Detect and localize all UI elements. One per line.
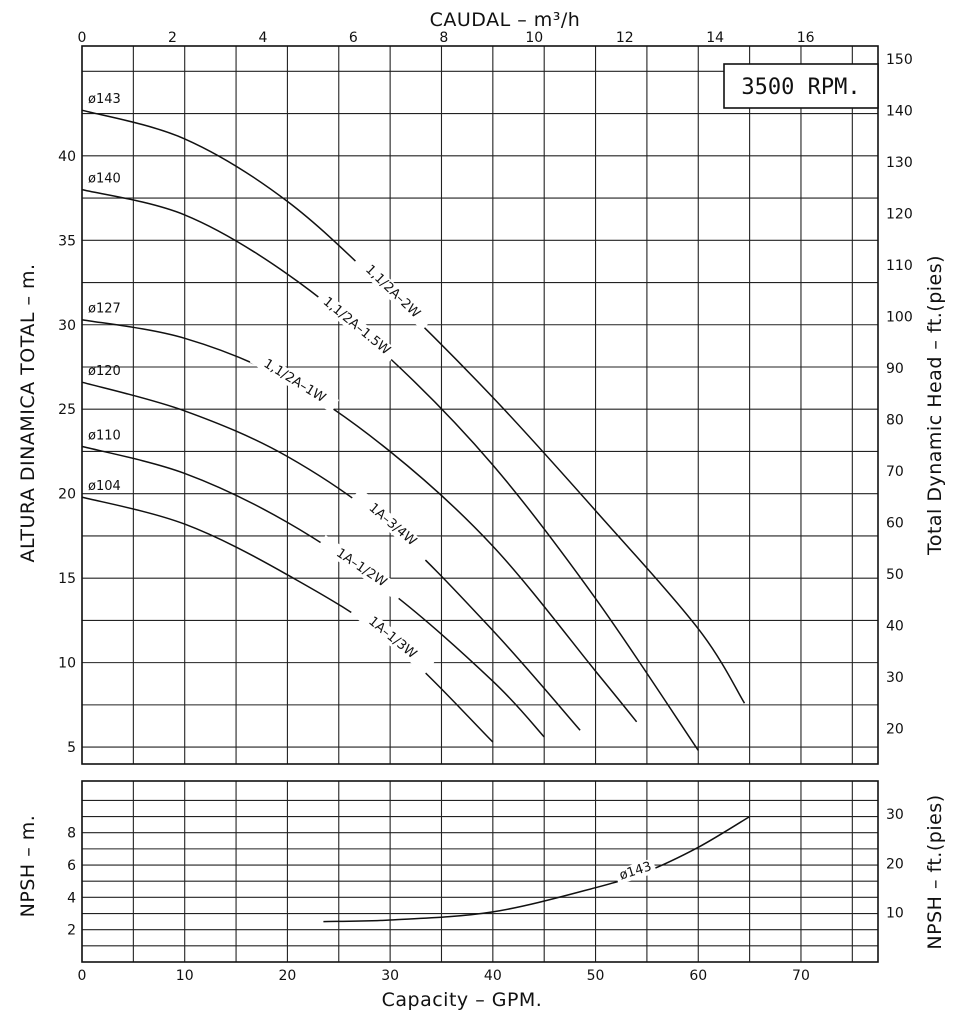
diameter-label: ø120 — [88, 364, 121, 379]
curve-label-group: 1,1/2A–1.5W — [314, 290, 399, 363]
left-tick-label: 20 — [58, 487, 76, 503]
bottom-axis-title: Capacity – GPM. — [382, 989, 543, 1011]
left-axis-title: ALTURA DINAMICA TOTAL – m. — [17, 263, 39, 562]
npsh-curves: ø143 — [323, 815, 750, 923]
left-tick-label: 5 — [67, 740, 76, 756]
head-curve — [81, 109, 746, 704]
rpm-label: 3500 RPM. — [741, 75, 860, 100]
curve-model-label: 1,1/2A–2W — [362, 262, 423, 321]
left-tick-label: 10 — [58, 656, 76, 672]
head-curve — [81, 381, 581, 731]
curve-label-group: 1A–1/3W — [350, 601, 435, 675]
npsh-curve-label: ø143 — [618, 859, 654, 883]
top-tick-label: 2 — [168, 30, 177, 46]
npsh-right-tick-label: 30 — [886, 807, 904, 823]
top-axis-title: CAUDAL – m³/h — [430, 9, 581, 31]
curve-model-label: 1,1/2A–1.5W — [320, 294, 393, 358]
diameter-label: ø143 — [88, 92, 121, 107]
right-tick-label: 110 — [886, 258, 913, 274]
bottom-tick-label: 10 — [176, 968, 194, 984]
right-tick-label: 80 — [886, 413, 904, 429]
curve-model-label: 1A–1/2W — [333, 546, 389, 591]
npsh-chart-frame — [81, 780, 879, 963]
npsh-curve — [323, 815, 750, 923]
diameter-label: ø110 — [88, 428, 121, 443]
left-tick-label: 35 — [58, 233, 76, 249]
right-tick-label: 120 — [886, 207, 913, 223]
npsh-left-tick-label: 4 — [67, 890, 76, 906]
npsh-right-axis-title: NPSH – ft.(pies) — [924, 794, 946, 949]
curve-label-group: 1A–1/2W — [317, 534, 406, 602]
top-tick-label: 8 — [439, 30, 448, 46]
head-curve — [81, 445, 545, 738]
head-curve — [81, 188, 699, 751]
npsh-right-tick-label: 20 — [886, 856, 904, 872]
right-tick-label: 50 — [886, 567, 904, 583]
diameter-label: ø104 — [88, 479, 121, 494]
right-tick-label: 130 — [886, 155, 913, 171]
right-tick-label: 30 — [886, 670, 904, 686]
bottom-tick-label: 20 — [279, 968, 297, 984]
curve-model-label: 1A–1/3W — [365, 614, 419, 662]
curve-label-group: 1,1/2A–2W — [352, 253, 433, 331]
head-curves: ø143 1,1/2A–2W ø140 1,1/2A–1.5W ø127 1,1/2A–1… — [81, 92, 746, 751]
npsh-chart-ticks: 0 10 20 30 40 50 60 70 2 4 6 8 10 20 30 — [67, 807, 904, 984]
head-curve — [81, 318, 638, 723]
bottom-tick-label: 60 — [689, 968, 707, 984]
curve-label-group: 1A–3/4W — [350, 488, 434, 562]
left-tick-label: 30 — [58, 318, 76, 334]
diameter-label: ø127 — [88, 302, 121, 317]
npsh-left-tick-label: 2 — [67, 923, 76, 939]
bottom-tick-label: 0 — [78, 968, 87, 984]
curve-model-label: 1,1/2A–1W — [261, 356, 328, 406]
top-tick-label: 6 — [349, 30, 358, 46]
curve-model-label: 1A–3/4W — [366, 501, 420, 550]
head-chart-frame — [81, 45, 879, 765]
right-tick-label: 90 — [886, 361, 904, 377]
npsh-left-tick-label: 8 — [67, 826, 76, 842]
right-tick-label: 100 — [886, 310, 913, 326]
right-tick-label: 40 — [886, 619, 904, 635]
top-tick-label: 14 — [706, 30, 724, 46]
left-tick-label: 15 — [58, 571, 76, 587]
npsh-left-axis-title: NPSH – m. — [17, 815, 39, 918]
top-tick-label: 16 — [797, 30, 815, 46]
right-tick-label: 140 — [886, 104, 913, 120]
top-tick-label: 0 — [78, 30, 87, 46]
head-chart-ticks: 0 2 4 6 8 10 12 14 16 5 10 15 20 25 30 35 40 20 30 40 50 60 70… — [58, 30, 913, 756]
diameter-label: ø140 — [88, 172, 121, 187]
right-tick-label: 70 — [886, 464, 904, 480]
head-chart-grid — [81, 46, 878, 764]
bottom-tick-label: 30 — [381, 968, 399, 984]
right-tick-label: 20 — [886, 722, 904, 738]
bottom-tick-label: 70 — [792, 968, 810, 984]
bottom-tick-label: 40 — [484, 968, 502, 984]
top-tick-label: 10 — [525, 30, 543, 46]
bottom-tick-label: 50 — [587, 968, 605, 984]
top-tick-label: 12 — [616, 30, 634, 46]
right-axis-title: Total Dynamic Head – ft.(pies) — [924, 255, 946, 556]
npsh-chart-grid — [81, 781, 878, 962]
left-tick-label: 25 — [58, 402, 76, 418]
npsh-label-group: ø143 — [614, 858, 657, 885]
npsh-left-tick-label: 6 — [67, 858, 76, 874]
npsh-right-tick-label: 10 — [886, 906, 904, 922]
rpm-box: 3500 RPM. — [723, 63, 879, 109]
curve-label-group: 1,1/2A–1W — [249, 349, 340, 413]
top-tick-label: 4 — [258, 30, 267, 46]
left-tick-label: 40 — [58, 149, 76, 165]
right-tick-label: 150 — [886, 52, 913, 68]
right-tick-label: 60 — [886, 516, 904, 532]
head-curve — [81, 496, 494, 743]
